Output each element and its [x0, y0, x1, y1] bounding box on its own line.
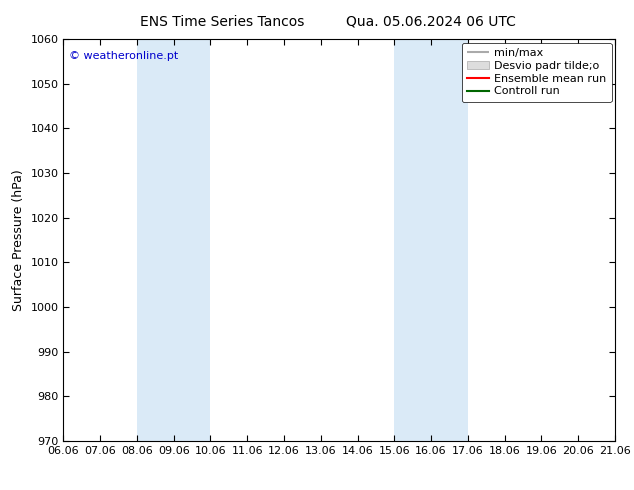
Bar — [137, 39, 210, 441]
Y-axis label: Surface Pressure (hPa): Surface Pressure (hPa) — [12, 169, 25, 311]
Legend: min/max, Desvio padr tilde;o, Ensemble mean run, Controll run: min/max, Desvio padr tilde;o, Ensemble m… — [462, 43, 612, 102]
Text: ENS Time Series Tancos: ENS Time Series Tancos — [139, 15, 304, 29]
Text: Qua. 05.06.2024 06 UTC: Qua. 05.06.2024 06 UTC — [346, 15, 516, 29]
Bar — [394, 39, 468, 441]
Text: © weatheronline.pt: © weatheronline.pt — [69, 51, 178, 61]
